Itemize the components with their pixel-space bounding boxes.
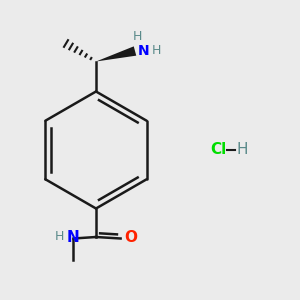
Text: Cl: Cl [210, 142, 226, 158]
Polygon shape [96, 46, 136, 62]
Text: H: H [133, 30, 142, 43]
Text: H: H [237, 142, 248, 158]
Text: O: O [124, 230, 137, 245]
Text: N: N [137, 44, 149, 58]
Text: N: N [67, 230, 80, 245]
Text: H: H [152, 44, 161, 58]
Text: H: H [54, 230, 64, 244]
